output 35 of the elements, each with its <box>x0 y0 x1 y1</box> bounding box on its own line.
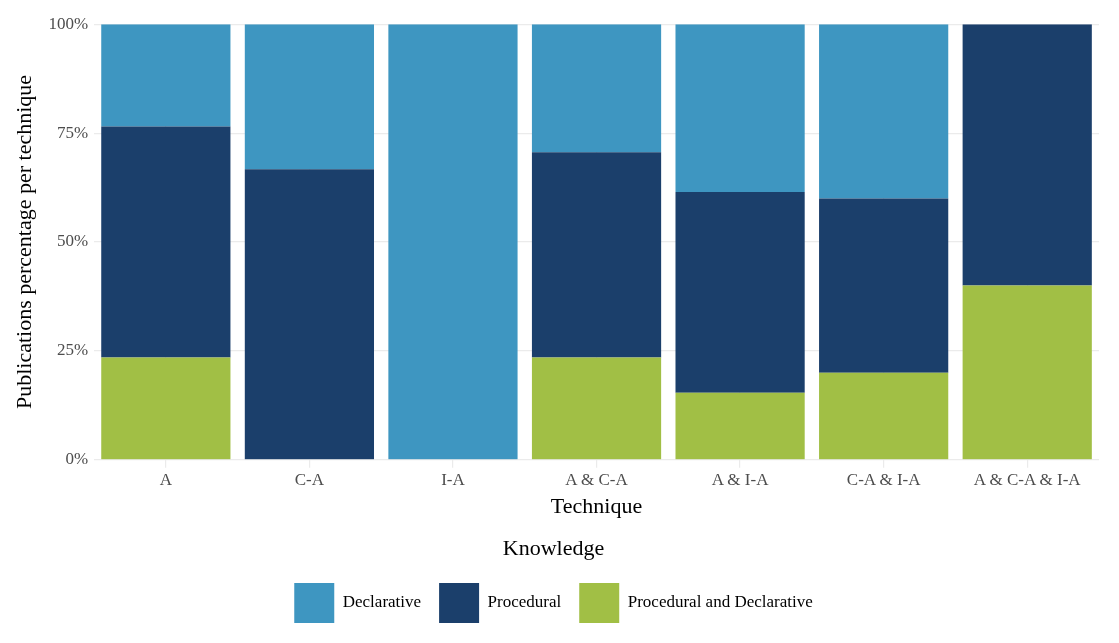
y-tick-label: 75% <box>56 122 89 142</box>
bar <box>101 357 231 460</box>
bar <box>531 357 662 460</box>
legend-label: Procedural and Declarative <box>627 592 813 612</box>
y-tick-label: 0% <box>65 449 89 469</box>
bar <box>962 285 1092 460</box>
bar <box>819 24 949 199</box>
bar <box>819 372 949 460</box>
x-tick-label: C-A <box>294 470 325 490</box>
bar <box>675 191 805 393</box>
bar <box>531 152 662 358</box>
bar <box>675 392 805 460</box>
legend-title: Knowledge <box>502 535 605 561</box>
x-tick-label: A & I-A <box>711 470 770 490</box>
bar <box>101 24 231 127</box>
bar <box>244 169 375 460</box>
bar <box>675 24 805 192</box>
y-tick-label: 25% <box>56 340 89 360</box>
bar <box>101 126 231 358</box>
y-axis-title: Publications percentage per technique <box>10 74 36 410</box>
bar <box>388 24 518 460</box>
x-tick-label: A & C-A <box>565 470 629 490</box>
x-tick-label: A <box>159 470 173 490</box>
x-tick-label: C-A & I-A <box>846 470 922 490</box>
y-tick-label: 50% <box>56 231 89 251</box>
bar <box>962 24 1092 286</box>
bar <box>819 198 949 373</box>
legend-label: Procedural <box>487 592 562 612</box>
bar <box>531 24 662 153</box>
legend-label: Declarative <box>342 592 422 612</box>
x-tick-label: I-A <box>441 470 466 490</box>
y-tick-label: 100% <box>48 13 89 33</box>
x-axis-title: Technique <box>550 493 643 519</box>
bar <box>244 24 375 170</box>
x-tick-label: A & C-A & I-A <box>973 470 1082 490</box>
